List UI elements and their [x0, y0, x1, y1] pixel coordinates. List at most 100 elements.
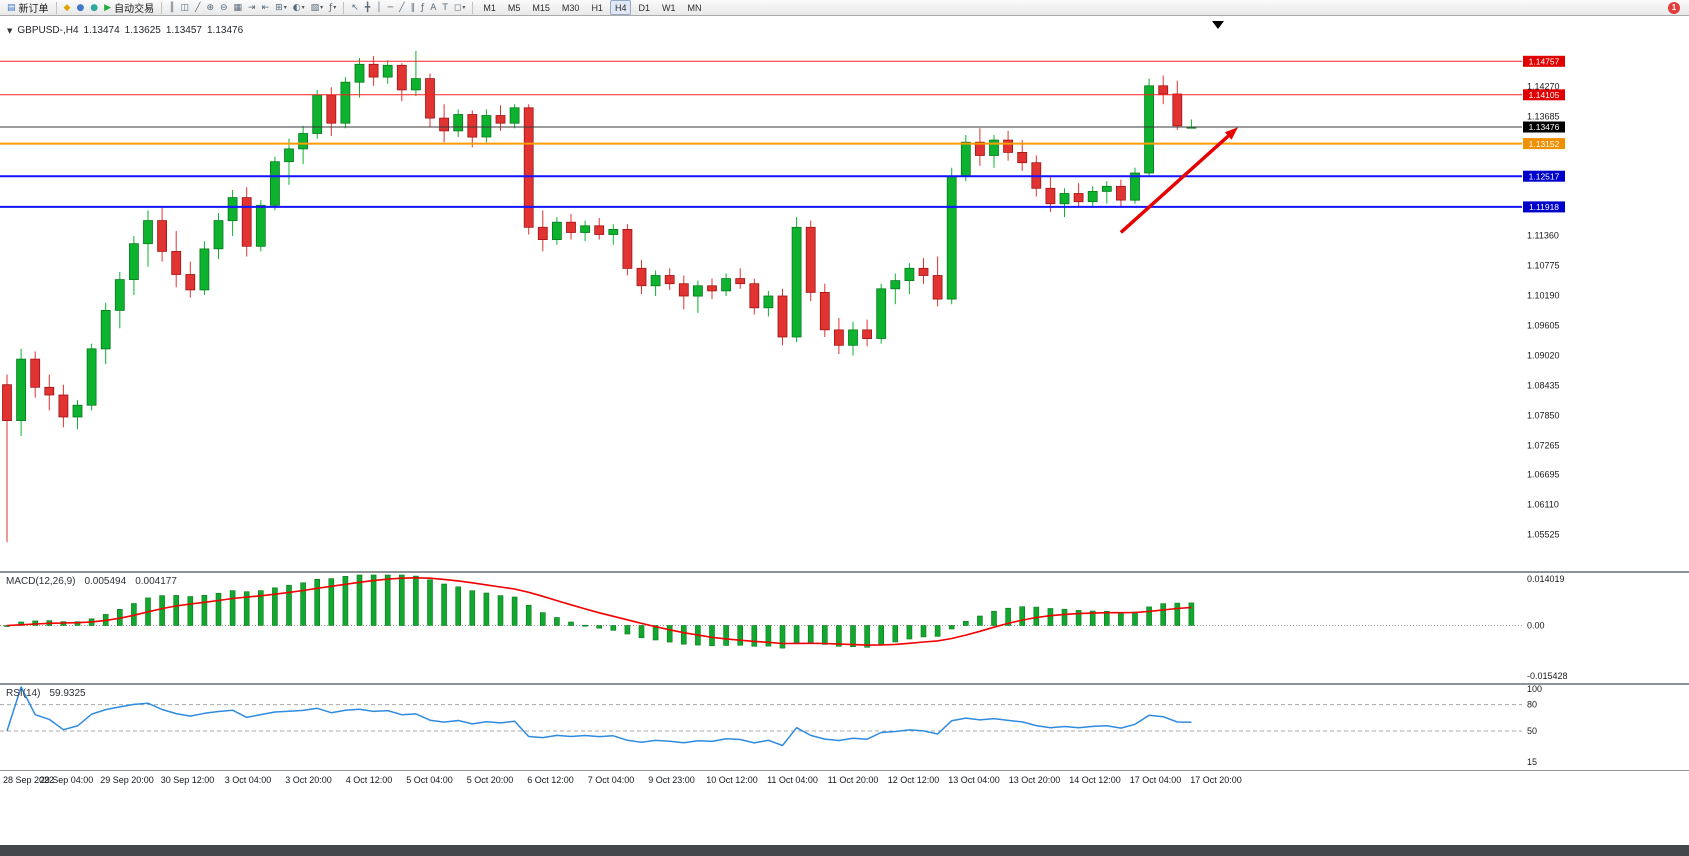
zoom-in-icon[interactable]: ⊕ [204, 1, 216, 15]
vertical-line-icon[interactable]: │ [374, 1, 383, 15]
new-chart-icon[interactable]: ⊞ ▾ [273, 1, 289, 15]
candle [227, 197, 238, 222]
time-label: 6 Oct 12:00 [527, 775, 574, 785]
auto-scroll-icon: ⇥ [248, 2, 256, 13]
panel-divider[interactable] [0, 770, 1689, 771]
candle [1045, 187, 1056, 205]
candle [354, 63, 365, 83]
price-tick-label: 1.11360 [1527, 231, 1559, 241]
timeframe-h1[interactable]: H1 [591, 2, 603, 13]
time-label: 29 Sep 20:00 [100, 775, 154, 785]
autotrade-button[interactable]: ▶ 自动交易 [102, 1, 156, 16]
market-icon[interactable]: ● [88, 1, 100, 15]
candle [100, 309, 111, 350]
rsi-value: 59.9325 [49, 688, 86, 699]
new-order-button[interactable]: ▤ 新订单 [5, 1, 51, 16]
candle [1101, 185, 1112, 192]
time-label: 5 Oct 04:00 [406, 775, 453, 785]
candle [368, 63, 379, 78]
price-badge-label: 1.14757 [1529, 57, 1560, 67]
price-chart-canvas[interactable]: 1.14757 1.14105 1.13152 1.12517 1.11918 1.134… [0, 17, 1689, 571]
candle [819, 291, 830, 331]
candle [58, 394, 69, 418]
tile-windows-icon[interactable]: ▦ [232, 1, 245, 15]
candle [608, 228, 619, 235]
autotrade-button: ▶ [104, 2, 112, 13]
timeframe-d1[interactable]: D1 [638, 2, 650, 13]
timeframe-mn[interactable]: MN [687, 2, 702, 13]
chevron-down-icon: ▾ [283, 4, 287, 11]
bar-chart-icon[interactable]: ║ [167, 1, 176, 15]
candle [664, 275, 675, 285]
label-icon[interactable]: T [440, 1, 450, 15]
templates-icon[interactable]: ▧ ▾ [309, 1, 326, 15]
candle [185, 274, 196, 291]
time-label: 9 Oct 23:00 [648, 775, 695, 785]
vertical-line-icon: │ [376, 2, 382, 13]
indicators-icon[interactable]: ƒ ▾ [327, 1, 338, 15]
candle [791, 226, 802, 338]
candle [439, 117, 450, 132]
price-chart-panel[interactable]: 1.14757 1.14105 1.13152 1.12517 1.11918 1.134… [0, 17, 1689, 571]
auto-scroll-icon[interactable]: ⇥ [246, 1, 258, 15]
cursor-icon[interactable]: ↖ [349, 1, 361, 15]
zoom-out-icon[interactable]: ⊖ [218, 1, 230, 15]
quote-close: 1.13476 [206, 25, 244, 36]
panel-divider[interactable] [0, 683, 1689, 685]
toolbar-separator [161, 1, 163, 14]
crosshair-icon[interactable]: ╋ [363, 1, 372, 15]
candle [848, 329, 858, 346]
candle [707, 285, 717, 292]
horizontal-line-icon[interactable]: ─ [386, 1, 395, 15]
time-label: 5 Oct 20:00 [466, 775, 514, 785]
community-icon[interactable]: ● [74, 1, 86, 15]
channel-icon[interactable]: ∥ [409, 1, 418, 15]
candle [1158, 85, 1169, 95]
shapes-icon[interactable]: ◻ ▾ [452, 1, 468, 15]
time-label: 12 Oct 12:00 [887, 775, 940, 785]
alerts-icon[interactable]: ◆ [62, 1, 73, 15]
trend-arrow-annotation[interactable] [1119, 134, 1230, 234]
candle [989, 139, 999, 156]
chevron-down-icon: ▾ [301, 4, 305, 11]
timeframe-h4[interactable]: H4 [609, 0, 632, 15]
candle [30, 358, 41, 388]
candle [255, 204, 266, 247]
price-badge [1523, 89, 1565, 101]
fibonacci-icon[interactable]: ƒ [419, 1, 426, 15]
chart-shift-icon[interactable]: ⇤ [260, 1, 272, 15]
chevron-down-icon: ▼ [7, 26, 13, 35]
timeframe-m5[interactable]: M5 [507, 2, 521, 13]
candlestick-chart-icon[interactable]: ◫ [179, 1, 192, 15]
main-toolbar: ▤ 新订单 ◆ ● ● ▶ 自动交易 ║ ◫ ╱ ⊕ ⊖ ▦ ⇥ ⇤ ⊞ ▾ ◐ ▾ ▧ ▾ ƒ ▾ ↖ ╋ │ ─ ╱ ∥ ƒ A T ◻ ▾ M… [0, 0, 1689, 16]
macd-label: MACD(12,26,9) 0.005494 0.004177 [6, 576, 177, 587]
timeframe-m15[interactable]: M15 [532, 2, 550, 13]
candle [467, 114, 478, 138]
trendline-icon: ╱ [399, 2, 405, 13]
text-icon[interactable]: A [428, 1, 438, 15]
candle [509, 107, 520, 124]
quote-open: 1.13474 [83, 25, 120, 36]
panel-divider[interactable] [0, 571, 1689, 573]
price-badge-label: 1.11918 [1529, 202, 1559, 212]
price-badge [1523, 201, 1565, 213]
timeframe-m30[interactable]: M30 [561, 2, 580, 13]
line-chart-icon[interactable]: ╱ [193, 1, 202, 15]
macd-indicator-panel[interactable]: 0.014019 0.00 -0.015428 MACD(12,26,9) 0.00… [0, 573, 1689, 683]
macd-histogram [4, 574, 1195, 649]
trendline-icon[interactable]: ╱ [397, 1, 406, 15]
horizontal-levels: 1.14757 1.14105 1.13152 1.12517 1.11918 [0, 55, 1565, 213]
timeframe-w1[interactable]: W1 [661, 2, 676, 13]
price-tick-label: 1.08435 [1527, 381, 1560, 391]
price-badge-label: 1.14105 [1529, 90, 1560, 100]
rsi-indicator-panel[interactable]: 100 80 50 15 RSI(14) 59.9325 [0, 685, 1689, 770]
notification-badge[interactable]: 1 [1668, 1, 1680, 14]
candle [157, 220, 168, 252]
candle [72, 404, 83, 418]
time-label: 28 Sep 2022 [3, 775, 55, 785]
zoom-in-icon: ⊕ [206, 2, 214, 13]
candle [918, 267, 929, 276]
timeframe-m1[interactable]: M1 [483, 2, 496, 13]
periods-icon[interactable]: ◐ ▾ [291, 1, 307, 15]
candle [735, 278, 746, 285]
